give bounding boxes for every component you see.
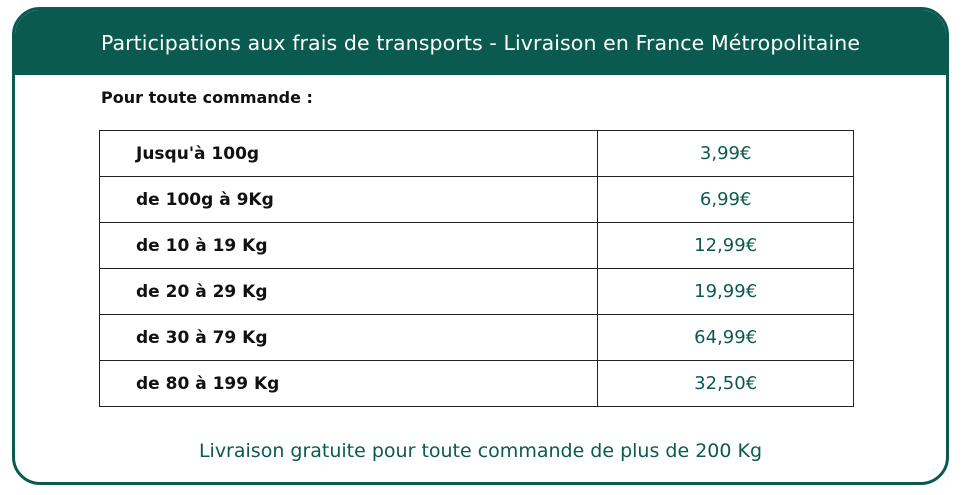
- weight-cell: Jusqu'à 100g: [98, 130, 599, 177]
- table-row: de 80 à 199 Kg 32,50€: [98, 360, 854, 407]
- shipping-rates-card: Participations aux frais de transports -…: [12, 7, 949, 485]
- table-row: Jusqu'à 100g 3,99€: [98, 130, 854, 177]
- price-cell: 6,99€: [597, 176, 854, 223]
- price-cell: 19,99€: [597, 268, 854, 315]
- price-cell: 64,99€: [597, 314, 854, 361]
- price-cell: 12,99€: [597, 222, 854, 269]
- table-row: de 10 à 19 Kg 12,99€: [98, 222, 854, 269]
- free-shipping-note: Livraison gratuite pour toute commande d…: [198, 440, 763, 462]
- intro-label: Pour toute commande :: [101, 88, 313, 107]
- weight-cell: de 30 à 79 Kg: [98, 314, 599, 361]
- rates-table: Jusqu'à 100g 3,99€ de 100g à 9Kg 6,99€ d…: [98, 130, 854, 407]
- header-title: Participations aux frais de transports -…: [15, 10, 946, 75]
- table-row: de 30 à 79 Kg 64,99€: [98, 314, 854, 361]
- weight-cell: de 20 à 29 Kg: [98, 268, 599, 315]
- weight-cell: de 10 à 19 Kg: [98, 222, 599, 269]
- price-cell: 32,50€: [597, 360, 854, 407]
- table-row: de 100g à 9Kg 6,99€: [98, 176, 854, 223]
- weight-cell: de 80 à 199 Kg: [98, 360, 599, 407]
- table-row: de 20 à 29 Kg 19,99€: [98, 268, 854, 315]
- price-cell: 3,99€: [597, 130, 854, 177]
- weight-cell: de 100g à 9Kg: [98, 176, 599, 223]
